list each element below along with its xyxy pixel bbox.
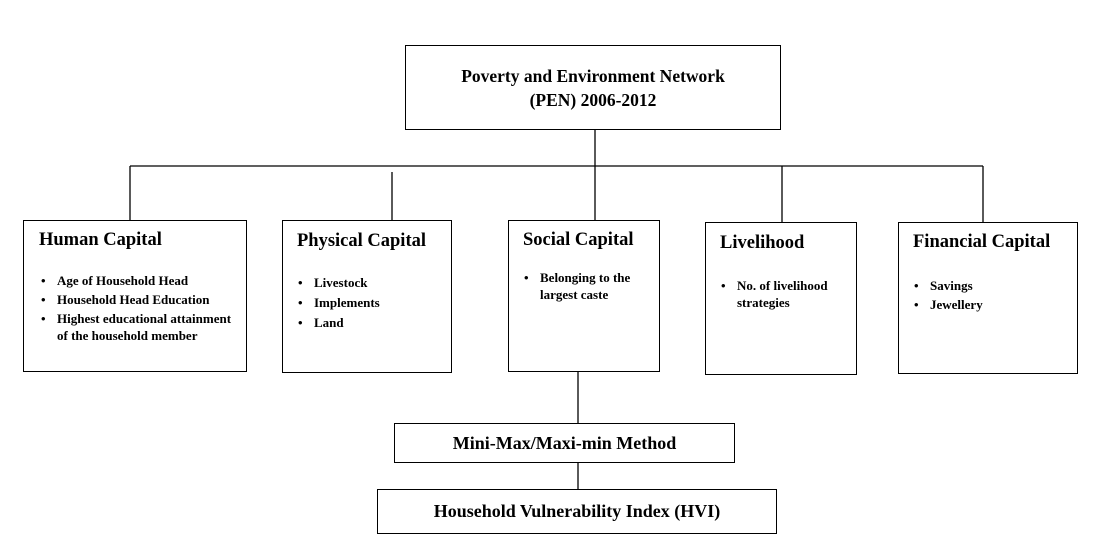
list-item: Land: [297, 314, 445, 331]
output-label: Household Vulnerability Index (HVI): [433, 501, 721, 521]
list-item: Livestock: [297, 274, 445, 291]
social-capital-title: Social Capital: [523, 230, 634, 250]
social-capital-list: Belonging to the largest caste: [523, 269, 653, 303]
box-social-capital: Social Capital Belonging to the largest …: [508, 220, 660, 372]
output-box-hvi: Household Vulnerability Index (HVI): [377, 489, 777, 534]
human-capital-title: Human Capital: [39, 230, 162, 250]
box-livelihood: Livelihood No. of livelihood strategies: [705, 222, 857, 375]
financial-capital-title: Financial Capital: [913, 232, 1051, 252]
physical-capital-list: Livestock Implements Land: [297, 274, 445, 331]
list-item: Highest educational attainment of the ho…: [40, 310, 238, 344]
list-item: Implements: [297, 294, 445, 311]
root-title-line1: Poverty and Environment Network: [461, 65, 725, 86]
list-item: Jewellery: [913, 296, 1071, 313]
physical-capital-title: Physical Capital: [297, 231, 426, 251]
box-human-capital: Human Capital Age of Household Head Hous…: [23, 220, 247, 372]
human-capital-list: Age of Household Head Household Head Edu…: [39, 272, 238, 344]
list-item: Savings: [913, 277, 1071, 294]
box-physical-capital: Physical Capital Livestock Implements La…: [282, 220, 452, 373]
list-item: Belonging to the largest caste: [523, 269, 653, 303]
financial-capital-list: Savings Jewellery: [913, 277, 1071, 313]
list-item: Age of Household Head: [40, 272, 238, 289]
box-financial-capital: Financial Capital Savings Jewellery: [898, 222, 1078, 374]
root-title-line2: (PEN) 2006-2012: [529, 89, 657, 110]
method-box: Mini-Max/Maxi-min Method: [394, 423, 735, 463]
livelihood-list: No. of livelihood strategies: [720, 277, 850, 311]
root-box-pen: Poverty and Environment Network (PEN) 20…: [405, 45, 781, 130]
list-item: Household Head Education: [40, 291, 238, 308]
method-label: Mini-Max/Maxi-min Method: [452, 432, 677, 453]
list-item: No. of livelihood strategies: [720, 277, 850, 311]
livelihood-title: Livelihood: [720, 233, 805, 253]
